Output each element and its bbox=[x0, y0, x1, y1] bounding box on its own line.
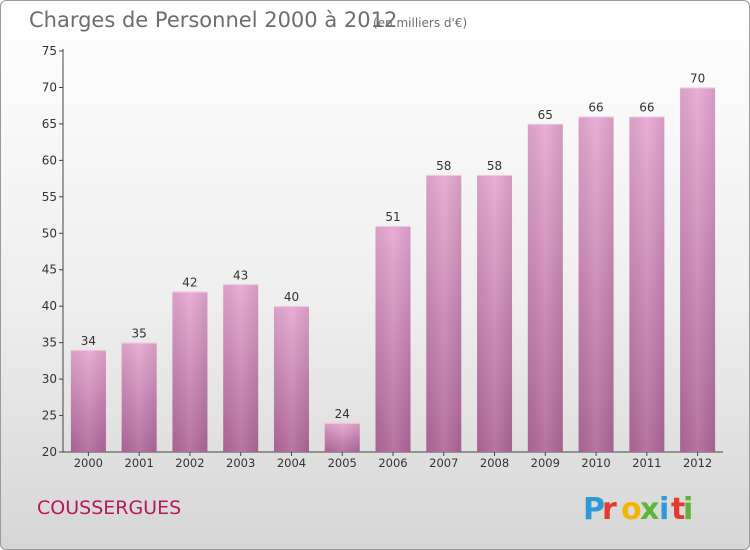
y-tick-label: 50 bbox=[42, 226, 57, 240]
value-label: 40 bbox=[284, 290, 299, 304]
logo-letter: x bbox=[640, 492, 659, 527]
x-tick-label: 2007 bbox=[429, 456, 458, 470]
value-label: 65 bbox=[538, 108, 553, 122]
logo-letter: r bbox=[602, 492, 617, 527]
proxiti-logo: Pr ox i ti bbox=[583, 492, 693, 527]
x-tick-label: 2003 bbox=[226, 456, 255, 470]
logo-letter: i bbox=[659, 492, 669, 527]
y-tick-label: 45 bbox=[42, 263, 57, 277]
x-tick-label: 2002 bbox=[175, 456, 204, 470]
ticks-group: 20 25 30 35 40 45 50 55 60 65 70 75 2000 2001 2002 2003… bbox=[42, 44, 713, 470]
x-tick-label: 2011 bbox=[632, 456, 661, 470]
bar-shade bbox=[578, 116, 614, 453]
x-tick-label: 2008 bbox=[480, 456, 509, 470]
y-tick-label: 35 bbox=[42, 336, 57, 350]
logo-letter: t bbox=[671, 492, 685, 527]
chart-title: Charges de Personnel 2000 à 2012 bbox=[29, 8, 397, 32]
y-tick-label: 65 bbox=[42, 117, 57, 131]
y-tick-label: 60 bbox=[42, 153, 57, 167]
bar-shade bbox=[70, 349, 106, 452]
value-label: 66 bbox=[639, 101, 654, 115]
x-tick-label: 2005 bbox=[328, 456, 357, 470]
logo-letter: i bbox=[683, 492, 693, 527]
value-label: 66 bbox=[588, 101, 603, 115]
bar-shade bbox=[629, 116, 665, 453]
x-tick-label: 2000 bbox=[74, 456, 103, 470]
y-tick-label: 55 bbox=[42, 190, 57, 204]
value-label: 58 bbox=[487, 159, 502, 173]
y-tick-label: 40 bbox=[42, 299, 57, 313]
value-label: 43 bbox=[233, 268, 248, 282]
y-tick-label: 70 bbox=[42, 80, 57, 94]
bars-group bbox=[70, 87, 716, 453]
chart-subtitle: (en milliers d'€) bbox=[373, 16, 467, 30]
x-tick-label: 2006 bbox=[378, 456, 407, 470]
bar-shade bbox=[223, 284, 259, 452]
y-tick-label: 30 bbox=[42, 372, 57, 386]
bar-shade bbox=[324, 422, 360, 452]
value-labels-group: 34 35 42 43 40 24 51 58 58 65 66 66 70 bbox=[81, 71, 706, 420]
value-label: 24 bbox=[335, 407, 350, 421]
value-label: 70 bbox=[690, 71, 705, 85]
value-label: 58 bbox=[436, 159, 451, 173]
bar-shade bbox=[426, 174, 462, 453]
x-tick-label: 2009 bbox=[531, 456, 560, 470]
bar-shade bbox=[172, 291, 208, 452]
bar-shade bbox=[527, 123, 563, 452]
bar-shade bbox=[375, 225, 411, 452]
x-tick-label: 2004 bbox=[277, 456, 306, 470]
value-label: 42 bbox=[182, 276, 197, 290]
value-label: 51 bbox=[385, 210, 400, 224]
bar-shade bbox=[121, 342, 157, 452]
x-tick-label: 2001 bbox=[125, 456, 154, 470]
x-tick-label: 2012 bbox=[683, 456, 712, 470]
logo-letter: P bbox=[583, 492, 605, 527]
logo-letter: o bbox=[621, 492, 642, 527]
bar-shade bbox=[477, 174, 513, 453]
x-tick-label: 2010 bbox=[581, 456, 610, 470]
y-tick-label: 75 bbox=[42, 44, 57, 58]
bar-shade bbox=[680, 87, 716, 453]
y-tick-label: 20 bbox=[42, 445, 57, 459]
y-tick-label: 25 bbox=[42, 409, 57, 423]
bar-shade bbox=[273, 306, 309, 452]
value-label: 34 bbox=[81, 334, 96, 348]
value-label: 35 bbox=[132, 327, 147, 341]
commune-name: COUSSERGUES bbox=[37, 497, 181, 519]
